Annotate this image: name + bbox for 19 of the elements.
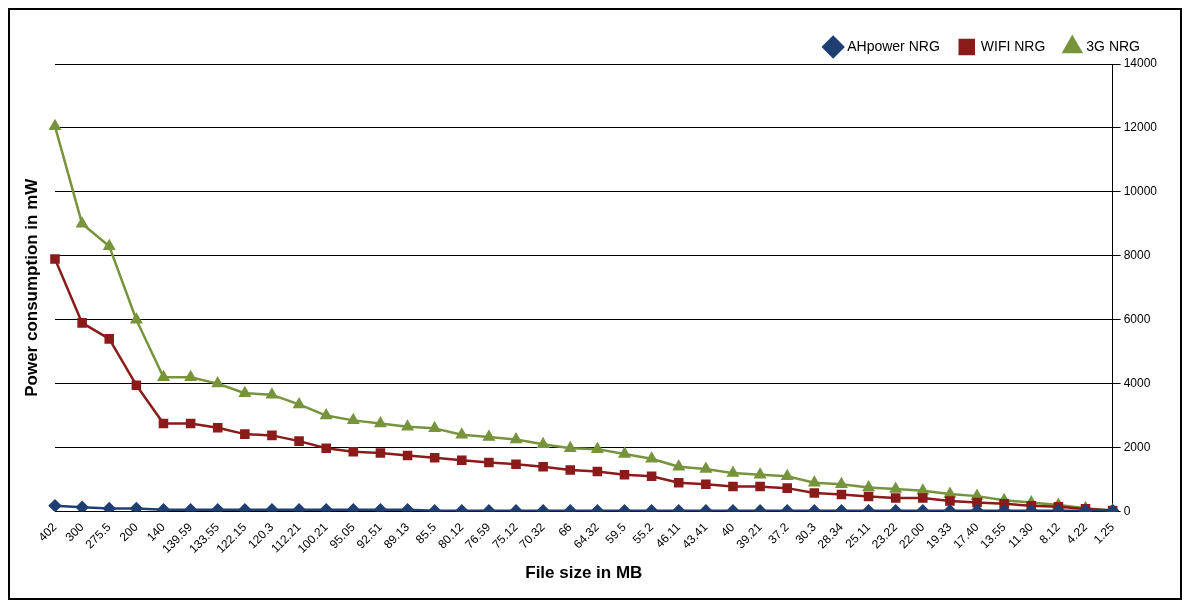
y-tick-label: 12000 (1123, 120, 1158, 135)
x-tick-label: 300 (62, 519, 87, 545)
y-tick-label: 2000 (1123, 439, 1151, 454)
y-tick-label: 10000 (1123, 184, 1158, 199)
y-axis-title: Power consumption in mW (21, 177, 41, 397)
y-tick-label: 8000 (1123, 248, 1151, 263)
y-tick-label: 0 (1123, 503, 1131, 518)
legend-label: AHpower NRG (847, 37, 940, 54)
y-tick-label: 4000 (1123, 375, 1151, 390)
x-tick-label: 40 (718, 519, 738, 540)
x-tick-label: 402 (35, 519, 60, 545)
x-tick-label: 4.22 (1063, 519, 1091, 547)
x-tick-label: 200 (116, 519, 142, 545)
legend-label: 3G NRG (1086, 37, 1141, 54)
legend-label: WIFI NRG (980, 37, 1046, 54)
y-tick-label: 6000 (1123, 312, 1151, 327)
y-tick-label: 14000 (1123, 56, 1158, 71)
x-tick-label: 66 (555, 519, 575, 540)
x-axis-title: File size in MB (525, 563, 643, 583)
